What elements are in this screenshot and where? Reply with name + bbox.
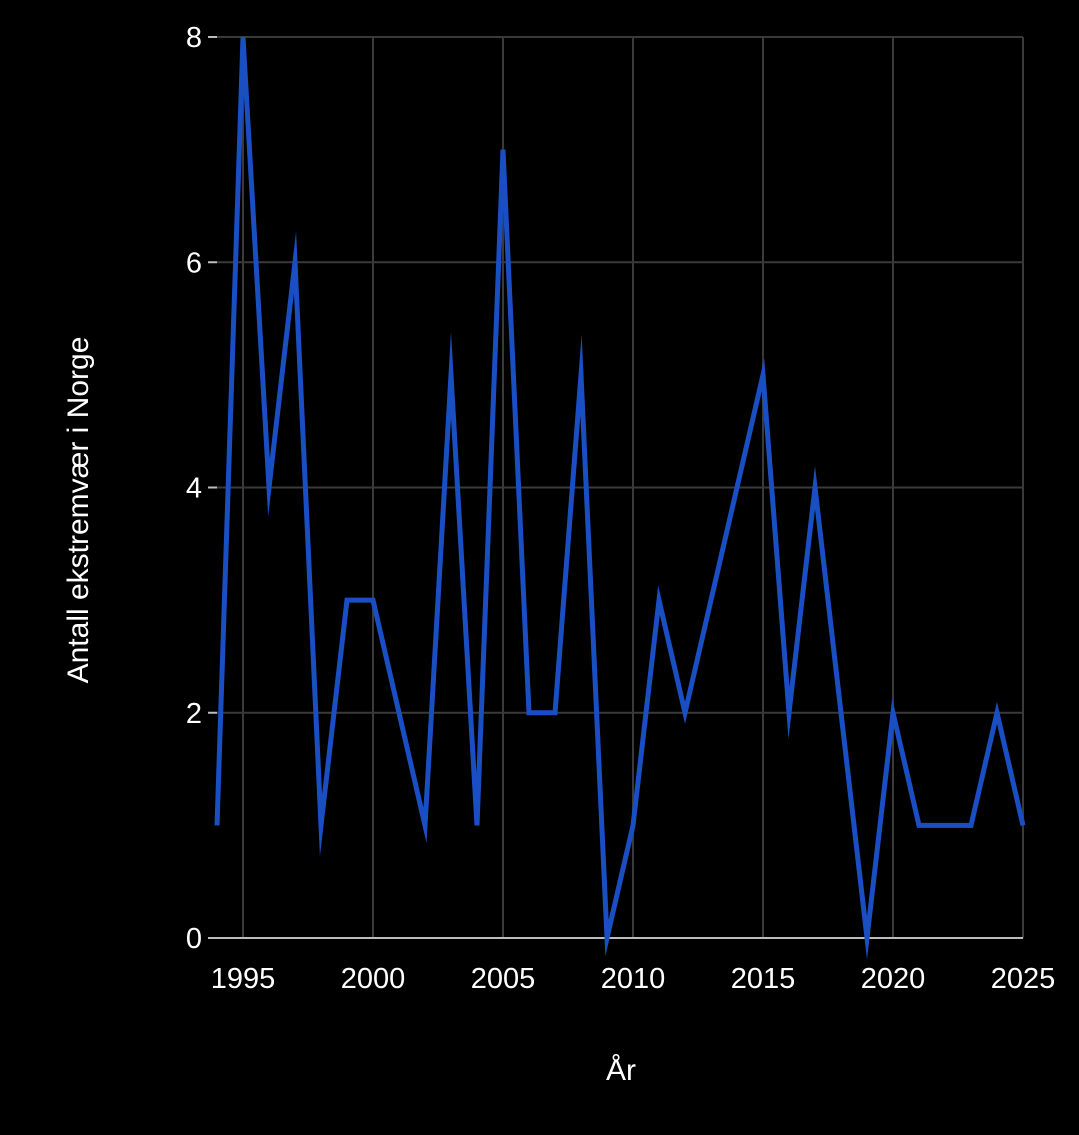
- x-tick-label: 2020: [861, 963, 926, 995]
- axes: [208, 36, 1023, 939]
- y-tick-label: 4: [186, 473, 202, 505]
- y-tick-label: 0: [186, 923, 202, 955]
- y-axis-title: Antall ekstremvær i Norge: [62, 337, 95, 684]
- x-tick-label: 2015: [731, 963, 796, 995]
- series-line: [214, 36, 1026, 960]
- y-tick-label: 8: [186, 22, 202, 54]
- series-lines: [214, 36, 1026, 960]
- x-tick-label: 2005: [471, 963, 536, 995]
- x-tick-label: 2000: [341, 963, 406, 995]
- x-axis-title: År: [606, 1054, 636, 1087]
- x-tick-labels: 1995 2000 2005 2010 2015 2020 2025: [211, 963, 1056, 995]
- y-tick-label: 6: [186, 247, 202, 279]
- y-tick-labels: 0 2 4 6 8: [186, 22, 202, 955]
- x-tick-label: 1995: [211, 963, 276, 995]
- x-tick-label: 2010: [601, 963, 666, 995]
- x-tick-label: 2025: [991, 963, 1056, 995]
- y-tick-label: 2: [186, 698, 202, 730]
